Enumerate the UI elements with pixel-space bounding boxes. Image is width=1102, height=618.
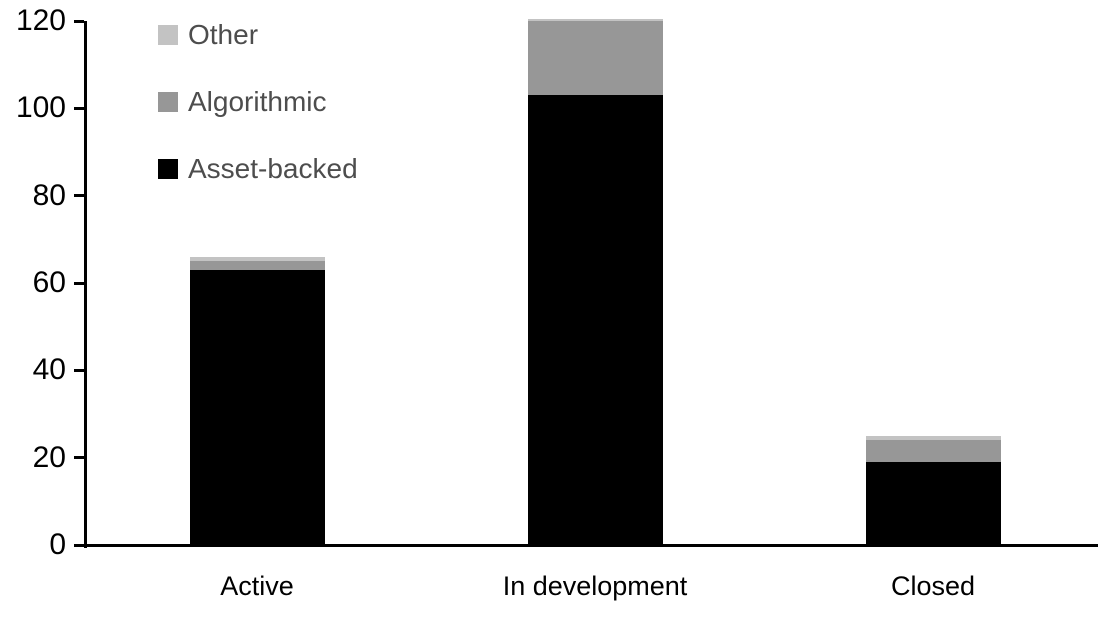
legend-swatch-other-icon [158, 25, 178, 45]
bar-segment-algorithmic-active [189, 261, 325, 270]
y-tick-label-20: 20 [32, 440, 66, 474]
y-tick-label-60: 60 [32, 266, 66, 299]
bar-segment-asset-backed-closed [865, 462, 1001, 545]
x-label-active: Active [220, 571, 294, 601]
bar-closed [865, 435, 1001, 545]
bar-segment-other-in-development [527, 18, 663, 22]
y-tick-label-40: 40 [32, 353, 66, 387]
y-tick-mark-120 [74, 19, 84, 23]
bar-in-development [527, 18, 663, 545]
legend-label-algorithmic: Algorithmic [188, 86, 327, 117]
x-label-closed: Closed [890, 571, 976, 601]
x-axis-line [84, 544, 1098, 547]
y-tick-mark-100 [74, 106, 84, 110]
legend-label-asset-backed: Asset-backed [188, 153, 358, 184]
y-tick-label-100: 100 [15, 91, 66, 125]
bar-segment-other-closed [865, 435, 1001, 441]
bar-segment-other-active [189, 256, 325, 262]
y-tick-label-80: 80 [32, 178, 66, 212]
y-axis-line [84, 21, 87, 548]
y-tick-mark-60 [74, 281, 84, 285]
legend-label-other: Other [188, 19, 259, 50]
legend-swatch-asset-backed-icon [158, 159, 178, 179]
bar-segment-algorithmic-in-development [527, 21, 663, 96]
y-tick-mark-40 [74, 368, 84, 372]
legend-swatch-algorithmic-icon [158, 92, 178, 112]
y-tick-mark-0 [74, 543, 84, 547]
y-tick-mark-80 [74, 194, 84, 198]
bar-segment-asset-backed-in-development [527, 95, 663, 545]
y-tick-mark-20 [74, 456, 84, 460]
x-label-in-development: In development [502, 571, 688, 601]
y-tick-label-120: 120 [15, 4, 66, 37]
bar-segment-asset-backed-active [189, 269, 325, 545]
legend-item-asset-backed: Asset-backed [158, 153, 358, 184]
legend-item-other: Other [158, 19, 259, 50]
y-tick-label-0: 0 [49, 528, 66, 561]
legend-item-algorithmic: Algorithmic [158, 86, 327, 117]
bar-active [189, 256, 325, 545]
bar-segment-algorithmic-closed [865, 440, 1001, 463]
